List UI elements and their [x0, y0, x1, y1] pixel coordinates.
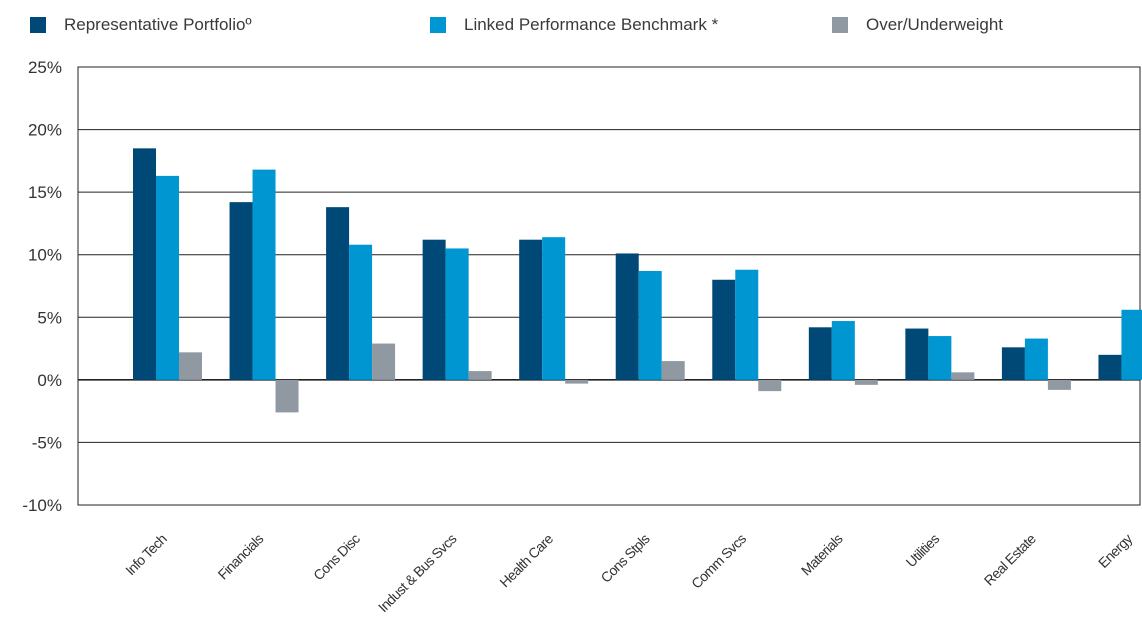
bar — [468, 371, 492, 380]
legend-label-representative-portfolio: Representative Portfolioº — [64, 15, 252, 34]
bar — [661, 361, 685, 380]
x-category-label: Materials — [798, 530, 846, 578]
legend-swatch-linked-benchmark — [430, 17, 446, 33]
bar — [275, 379, 299, 413]
bar — [1047, 379, 1071, 390]
x-category-label: Cons Stpls — [597, 530, 652, 585]
bar — [758, 379, 782, 392]
y-tick-label: 5% — [37, 308, 62, 327]
bar — [565, 379, 589, 384]
plot-frame — [77, 66, 1141, 506]
y-tick-label: 25% — [28, 58, 62, 77]
chart-legend: Representative Portfolioº Linked Perform… — [0, 10, 1142, 40]
y-tick-label: 20% — [28, 121, 62, 140]
bar — [638, 270, 662, 380]
legend-label-over-underweight: Over/Underweight — [866, 15, 1004, 34]
bar — [542, 237, 566, 380]
legend-swatch-representative-portfolio — [30, 17, 46, 33]
x-category-label: Energy — [1095, 530, 1136, 571]
x-category-label: Health Care — [496, 530, 556, 590]
bar — [372, 343, 396, 380]
bar — [615, 253, 639, 380]
bar — [951, 372, 975, 380]
x-category-label: Utilities — [903, 530, 943, 570]
bar — [133, 148, 156, 380]
x-category-label: Real Estate — [981, 530, 1039, 588]
y-tick-label: 10% — [28, 246, 62, 265]
bar — [712, 279, 736, 380]
bar — [928, 336, 952, 380]
bar — [422, 239, 446, 380]
legend-label-linked-benchmark: Linked Performance Benchmark * — [464, 15, 719, 34]
bar — [905, 328, 929, 380]
bar — [854, 379, 878, 385]
bar — [179, 352, 202, 380]
bar — [1098, 354, 1122, 380]
bar — [1001, 347, 1025, 380]
legend-item-linked-benchmark: Linked Performance Benchmark * — [430, 10, 718, 40]
legend-swatch-over-underweight — [832, 17, 848, 33]
bar — [229, 202, 253, 380]
y-tick-label: 0% — [37, 371, 62, 390]
legend-item-over-underweight: Over/Underweight — [832, 10, 1003, 40]
bar — [349, 244, 373, 380]
bar — [156, 175, 179, 380]
bar — [326, 207, 350, 380]
bar — [831, 321, 855, 380]
y-tick-label: -5% — [32, 433, 62, 452]
bar — [519, 239, 543, 380]
bar — [445, 248, 469, 380]
bar — [1024, 338, 1048, 380]
x-category-label: Indust & Bus Svcs — [375, 530, 460, 615]
legend-item-representative-portfolio: Representative Portfolioº — [30, 10, 252, 40]
y-tick-label: -10% — [22, 496, 62, 515]
bar — [735, 269, 759, 380]
x-category-label: Financials — [215, 530, 267, 582]
bar — [252, 169, 276, 380]
y-tick-label: 15% — [28, 183, 62, 202]
bar — [1121, 309, 1142, 380]
x-category-label: Cons Disc — [310, 530, 363, 583]
bar — [808, 327, 832, 380]
x-category-label: Info Tech — [122, 531, 169, 578]
x-category-label: Comm Svcs — [688, 530, 749, 591]
